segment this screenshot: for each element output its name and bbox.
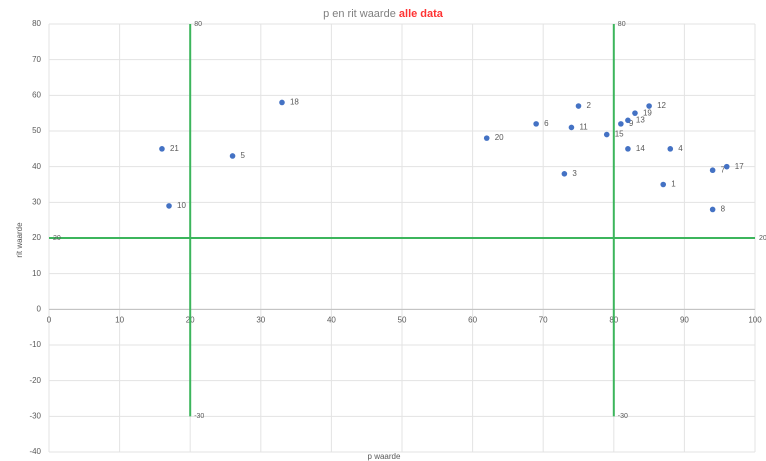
y-tick-label: 20 xyxy=(32,233,41,242)
point xyxy=(632,110,638,116)
point xyxy=(568,124,575,131)
y-tick-label: -10 xyxy=(29,340,41,349)
point xyxy=(575,103,582,109)
point xyxy=(533,121,539,127)
y-tick-label: 0 xyxy=(37,304,42,313)
point-label: 8 xyxy=(721,205,726,214)
point-label: 6 xyxy=(544,119,549,128)
point-label: 20 xyxy=(495,133,504,142)
chart-title: p en rit waarde alle data xyxy=(323,8,444,20)
x-axis-title: p waarde xyxy=(368,452,401,461)
point-label: 18 xyxy=(290,98,299,107)
point-label: 15 xyxy=(615,130,624,139)
x-tick-label: 50 xyxy=(398,315,407,324)
y-tick-label: 60 xyxy=(32,90,41,99)
point-label: 7 xyxy=(721,165,726,174)
title-main: p en rit waarde xyxy=(323,8,396,20)
x-tick-label: 0 xyxy=(47,315,52,324)
point-label: 3 xyxy=(572,169,577,178)
point-label: 14 xyxy=(636,144,645,153)
point xyxy=(229,153,236,159)
point-label: 17 xyxy=(735,162,744,171)
point-label: 12 xyxy=(657,101,666,110)
point xyxy=(723,163,730,170)
y-tick-label: 10 xyxy=(32,269,41,278)
y-tick-label: -20 xyxy=(29,376,41,385)
reference-label: 20 xyxy=(759,235,766,242)
x-tick-label: 10 xyxy=(115,315,124,324)
point xyxy=(561,171,568,177)
y-tick-label: -30 xyxy=(29,411,41,420)
point-label: 9 xyxy=(629,119,634,128)
point xyxy=(159,146,165,152)
x-tick-label: 90 xyxy=(680,315,689,324)
point-label: 4 xyxy=(678,144,683,153)
point xyxy=(166,203,172,209)
point-label: 1 xyxy=(671,180,676,189)
point xyxy=(660,181,667,188)
point xyxy=(709,206,716,213)
x-tick-label: 40 xyxy=(327,315,336,324)
y-tick-label: -40 xyxy=(29,447,41,456)
point xyxy=(483,135,490,141)
point xyxy=(618,121,624,127)
point-label: 19 xyxy=(643,108,652,117)
title-highlight: alle data xyxy=(399,8,444,20)
point xyxy=(279,99,285,106)
y-tick-label: 80 xyxy=(32,19,41,28)
point xyxy=(625,117,631,124)
reference-label: -30 xyxy=(618,413,628,420)
x-tick-label: 70 xyxy=(539,315,548,324)
point xyxy=(603,131,610,138)
point xyxy=(625,146,631,152)
point-label: 2 xyxy=(587,101,592,110)
x-tick-label: 60 xyxy=(468,315,477,324)
y-tick-label: 40 xyxy=(32,162,41,171)
x-tick-label: 100 xyxy=(748,315,762,324)
point-label: 13 xyxy=(636,115,645,124)
point-label: 21 xyxy=(170,144,179,153)
y-tick-label: 50 xyxy=(32,126,41,135)
point xyxy=(709,167,716,174)
reference-label: 80 xyxy=(194,21,202,28)
point-label: 10 xyxy=(177,201,186,210)
point xyxy=(646,103,652,109)
point xyxy=(667,146,674,152)
y-tick-label: 30 xyxy=(32,197,41,206)
y-axis-title: rit waarde xyxy=(15,222,24,258)
y-tick-label: 70 xyxy=(32,55,41,64)
point-label: 5 xyxy=(241,151,246,160)
reference-label: -30 xyxy=(194,413,204,420)
reference-label: 80 xyxy=(618,21,626,28)
x-tick-label: 30 xyxy=(256,315,265,324)
reference-label: 20 xyxy=(53,235,61,242)
point-label: 11 xyxy=(579,123,588,132)
